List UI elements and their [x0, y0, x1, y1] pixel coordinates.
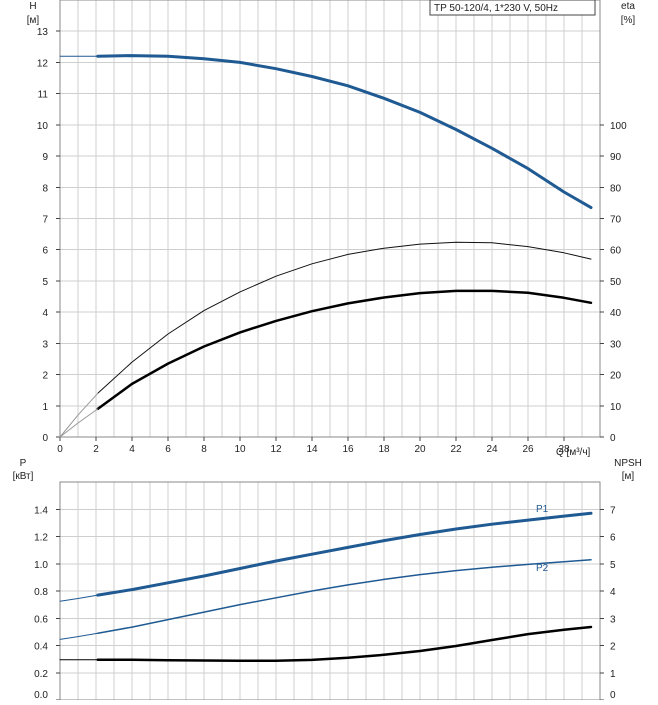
bottom-right-axis-label: NPSH — [614, 458, 642, 469]
y2-tick-label: 30 — [610, 339, 622, 350]
y2-tick-label: 0 — [610, 433, 616, 444]
npsh-tick-label: 2 — [610, 642, 616, 653]
series-bottom — [59, 511, 593, 663]
top-right-axis-label: eta — [621, 1, 635, 12]
npsh-tick-label: 5 — [610, 560, 616, 571]
axis-labels: TP 50-120/4, 1*230 V, 50Hz H [м] eta [%]… — [13, 0, 642, 574]
y-tick-label: 6 — [42, 246, 48, 257]
y-tick-label: 12 — [37, 58, 49, 69]
grid-top — [60, 0, 600, 437]
x-tick-label: 12 — [270, 444, 282, 455]
npsh-tick-label: 7 — [610, 505, 616, 516]
bottom-series-line-4 — [96, 625, 593, 663]
bottom-series-line-1 — [59, 594, 99, 602]
x-tick-label: 16 — [342, 444, 354, 455]
npsh-tick-label: 6 — [610, 533, 616, 544]
x-tick-label: 10 — [234, 444, 246, 455]
p-tick-label: 0.6 — [34, 614, 48, 625]
y2-tick-label: 40 — [610, 308, 622, 319]
npsh-tick-label: 0 — [610, 690, 616, 700]
y-tick-label: 5 — [42, 277, 48, 288]
npsh-tick-label: 4 — [610, 587, 616, 598]
y2-tick-label: 80 — [610, 183, 622, 194]
y2-tick-label: 20 — [610, 371, 622, 382]
p1-series-label: P1 — [536, 504, 549, 515]
x-tick-label: 28 — [558, 444, 570, 455]
grid-bottom — [60, 482, 600, 700]
x-tick-label: 6 — [165, 444, 171, 455]
p-tick-label: 1.4 — [34, 505, 48, 516]
series-top — [59, 54, 593, 438]
y-tick-label: 4 — [42, 308, 48, 319]
p-tick-label: 0.4 — [34, 642, 48, 653]
axis-ticks: 0 2 4 6 8 10 12 14 16 18 20 22 24 26 28012345678910111… — [34, 27, 627, 701]
y2-tick-label: 100 — [610, 121, 627, 132]
npsh-tick-label: 3 — [610, 614, 616, 625]
y-tick-label: 0 — [42, 433, 48, 444]
x-axis-label: Q [м³/ч] — [556, 447, 591, 458]
bottom-series-line-0 — [96, 511, 593, 597]
x-tick-label: 22 — [450, 444, 462, 455]
p-tick-label: 0.8 — [34, 587, 48, 598]
bottom-series-line-2 — [97, 558, 592, 634]
bottom-left-axis-label: P — [20, 458, 27, 469]
p-tick-label: 0.0 — [34, 690, 48, 700]
y-tick-label: 8 — [42, 183, 48, 194]
x-tick-label: 18 — [378, 444, 390, 455]
x-tick-label: 2 — [93, 444, 99, 455]
y-tick-label: 7 — [42, 215, 48, 226]
y2-tick-label: 50 — [610, 277, 622, 288]
x-tick-label: 4 — [129, 444, 135, 455]
y-tick-label: 1 — [42, 402, 48, 413]
y2-tick-label: 10 — [610, 402, 622, 413]
p-tick-label: 1.0 — [34, 560, 48, 571]
x-tick-label: 24 — [486, 444, 498, 455]
y-tick-label: 11 — [38, 90, 49, 101]
title-box — [429, 0, 596, 16]
x-tick-label: 26 — [522, 444, 534, 455]
top-left-axis-unit: [м] — [27, 15, 40, 26]
top-series-line-4 — [96, 289, 593, 411]
x-tick-label: 0 — [57, 444, 63, 455]
x-tick-label: 14 — [306, 444, 318, 455]
p-tick-label: 1.2 — [34, 533, 48, 544]
y-tick-label: 3 — [42, 339, 48, 350]
npsh-tick-label: 1 — [610, 669, 616, 680]
p-tick-label: 0.2 — [34, 669, 48, 680]
x-tick-label: 20 — [414, 444, 426, 455]
bottom-left-axis-unit: [кВт] — [13, 471, 34, 482]
y-tick-label: 10 — [37, 121, 49, 132]
y2-tick-label: 70 — [610, 215, 622, 226]
bottom-right-axis-unit: [м] — [622, 471, 635, 482]
top-series-line-5 — [59, 408, 99, 438]
y-tick-label: 9 — [42, 152, 48, 163]
y2-tick-label: 90 — [610, 152, 622, 163]
chart-title: TP 50-120/4, 1*230 V, 50Hz — [434, 3, 558, 14]
top-right-axis-unit: [%] — [621, 15, 636, 26]
p2-series-label: P2 — [536, 563, 549, 574]
y-tick-label: 2 — [42, 371, 48, 382]
top-series-line-0 — [96, 54, 593, 210]
y-tick-label: 13 — [37, 27, 49, 38]
top-left-axis-label: H — [29, 1, 36, 12]
bottom-series-line-3 — [59, 632, 99, 640]
x-tick-label: 8 — [201, 444, 207, 455]
y2-tick-label: 60 — [610, 246, 622, 257]
top-series-line-2 — [97, 241, 592, 394]
top-series-line-3 — [59, 392, 99, 438]
